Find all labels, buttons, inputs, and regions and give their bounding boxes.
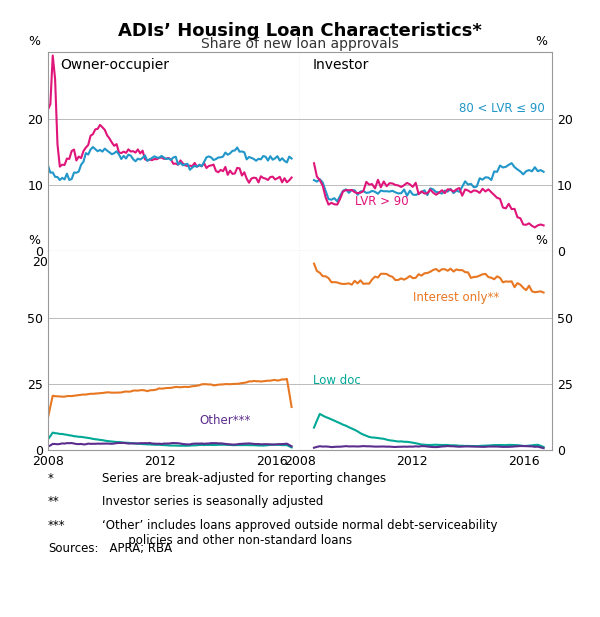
Text: **: ** (48, 495, 60, 508)
Text: %: % (535, 35, 547, 49)
Text: ADIs’ Housing Loan Characteristics*: ADIs’ Housing Loan Characteristics* (118, 22, 482, 39)
Text: APRA; RBA: APRA; RBA (102, 542, 172, 555)
Text: ***: *** (48, 519, 65, 532)
Text: LVR > 90: LVR > 90 (355, 195, 409, 208)
Text: Share of new loan approvals: Share of new loan approvals (201, 37, 399, 51)
Text: Other***: Other*** (199, 414, 251, 427)
Text: Owner-occupier: Owner-occupier (61, 59, 170, 72)
Text: *: * (48, 472, 54, 485)
Text: 80 < LVR ≤ 90: 80 < LVR ≤ 90 (459, 102, 545, 115)
Text: Sources:: Sources: (48, 542, 98, 555)
Text: %: % (28, 35, 40, 49)
Text: Investor: Investor (313, 59, 369, 72)
Text: Interest only**: Interest only** (413, 291, 500, 304)
Text: Investor series is seasonally adjusted: Investor series is seasonally adjusted (102, 495, 323, 508)
Text: %: % (28, 234, 40, 247)
Text: Low doc: Low doc (313, 375, 361, 387)
Text: ‘Other’ includes loans approved outside normal debt-serviceability
       polici: ‘Other’ includes loans approved outside … (102, 519, 497, 547)
Text: %: % (535, 234, 547, 247)
Text: Series are break-adjusted for reporting changes: Series are break-adjusted for reporting … (102, 472, 386, 485)
